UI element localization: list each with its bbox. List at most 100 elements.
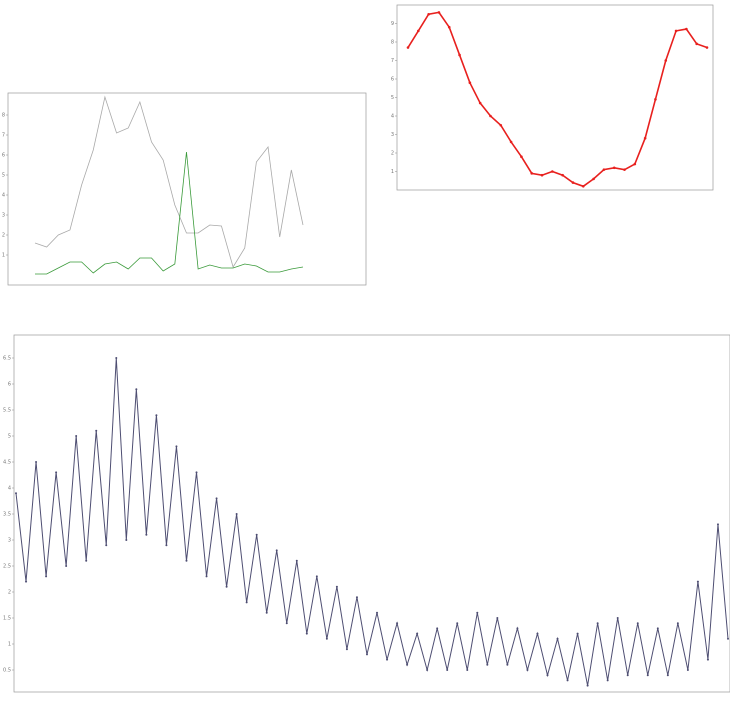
y-tick-label: 3 [391, 132, 394, 138]
point [406, 663, 409, 666]
point [355, 596, 358, 599]
y-tick-label: 3.5 [3, 512, 11, 518]
y-tick-label: 6.5 [3, 356, 11, 362]
point [396, 622, 399, 625]
point [45, 575, 48, 578]
point [626, 674, 629, 677]
point [478, 101, 482, 105]
point [592, 177, 595, 181]
point [695, 42, 698, 46]
point [551, 170, 554, 173]
y-tick-label: 2 [2, 233, 5, 239]
y-tick-label: 4.5 [3, 460, 11, 466]
point [35, 461, 38, 463]
point [365, 653, 368, 656]
point [75, 435, 78, 437]
point [275, 549, 278, 552]
point [706, 658, 709, 661]
point [315, 575, 318, 578]
point [705, 46, 709, 49]
point [643, 136, 647, 140]
point [427, 12, 430, 16]
series-line [34, 95, 304, 268]
point [468, 81, 472, 84]
series-line [15, 357, 729, 686]
point [674, 29, 678, 33]
point [664, 59, 668, 62]
point [616, 617, 619, 619]
point [205, 575, 208, 578]
point [612, 166, 616, 170]
point [426, 669, 429, 671]
point [526, 669, 529, 671]
point [235, 513, 238, 515]
y-tick-label: 5 [391, 95, 394, 101]
point [85, 559, 88, 562]
series-line [35, 151, 304, 275]
series-line [407, 11, 708, 188]
y-tick-label: 8 [2, 113, 5, 119]
y-tick-label: 5 [8, 434, 11, 440]
point [676, 622, 679, 625]
y-tick-label: 1 [391, 169, 394, 175]
point [125, 539, 128, 541]
y-tick-label: 1 [8, 642, 11, 648]
point [606, 679, 609, 682]
point [255, 533, 258, 536]
point [417, 29, 420, 33]
point [623, 168, 626, 171]
point [285, 622, 288, 625]
point [576, 632, 579, 635]
point [489, 114, 492, 118]
y-tick-label: 7 [2, 133, 5, 139]
y-tick-label: 4 [391, 114, 394, 120]
plot-frame [13, 334, 730, 693]
point [245, 601, 248, 604]
point [476, 611, 479, 614]
point [530, 172, 534, 175]
point [499, 123, 503, 127]
point [55, 471, 58, 474]
point [696, 580, 699, 583]
point [65, 565, 68, 567]
point [516, 627, 519, 630]
y-tick-label: 4 [8, 486, 11, 492]
point [509, 140, 513, 144]
point [305, 632, 308, 635]
point [195, 471, 198, 474]
point [536, 632, 539, 635]
point [436, 627, 439, 630]
point [145, 533, 148, 536]
plot-frame [7, 92, 367, 286]
point [654, 98, 657, 101]
point [447, 25, 451, 29]
point [376, 611, 379, 614]
y-tick-label: 2 [8, 590, 11, 596]
point [656, 627, 659, 630]
point [520, 155, 523, 158]
point [506, 663, 509, 666]
point [727, 637, 729, 640]
y-tick-label: 2 [391, 151, 394, 157]
point [115, 357, 118, 359]
y-tick-label: 5 [2, 173, 5, 179]
point [165, 544, 168, 547]
point [546, 674, 549, 677]
point [666, 674, 669, 677]
point [105, 544, 108, 547]
y-tick-label: 6 [2, 153, 5, 159]
point [685, 27, 688, 31]
plot-frame [396, 4, 714, 191]
point [386, 658, 389, 661]
point [458, 53, 461, 57]
y-tick-label: 7 [391, 58, 394, 64]
y-tick-label: 5.5 [3, 408, 11, 414]
point [416, 632, 419, 635]
y-tick-label: 9 [391, 21, 394, 27]
point [540, 173, 544, 177]
y-tick-label: 3 [8, 538, 11, 544]
point [215, 497, 218, 500]
point [571, 181, 575, 184]
point [325, 637, 328, 640]
point [437, 11, 441, 14]
